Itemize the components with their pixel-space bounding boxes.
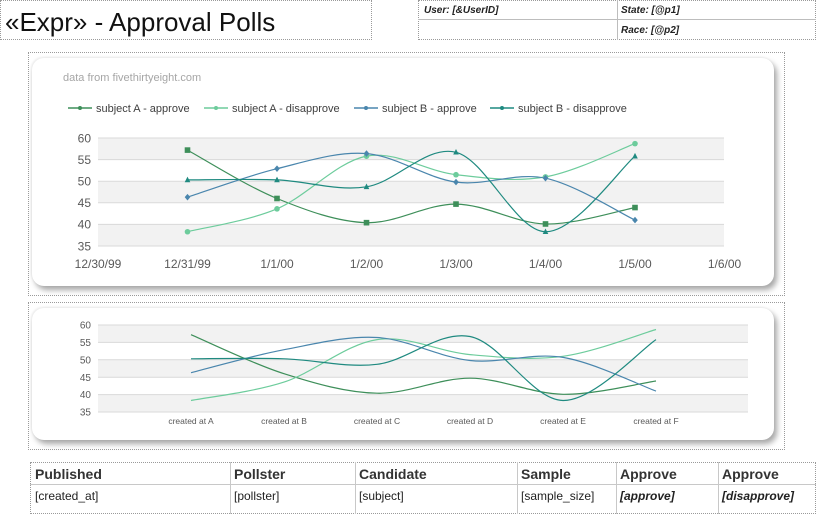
chart1-frame <box>28 52 785 296</box>
header-divider <box>617 0 618 40</box>
table-col-divider <box>355 462 356 514</box>
table-header-divider <box>30 484 816 485</box>
race-field[interactable]: Race: [@p2] <box>621 25 680 36</box>
table-col-divider <box>517 462 518 514</box>
cell-disapprove[interactable]: [disapprove] <box>722 489 795 503</box>
table-col-divider <box>230 462 231 514</box>
column-header-approve[interactable]: Approve <box>620 466 677 482</box>
cell-created-at[interactable]: [created_at] <box>35 489 99 503</box>
column-header-candidate[interactable]: Candidate <box>359 466 427 482</box>
chart2-frame <box>28 302 785 450</box>
chart2-card[interactable] <box>32 308 774 440</box>
column-header-pollster[interactable]: Pollster <box>234 466 286 482</box>
chart1-card[interactable] <box>32 58 774 286</box>
title-box: «Expr» - Approval Polls <box>0 0 372 40</box>
report-title: «Expr» - Approval Polls <box>5 7 276 37</box>
column-header-sample[interactable]: Sample <box>521 466 571 482</box>
cell-pollster[interactable]: [pollster] <box>234 489 280 503</box>
table-col-divider <box>718 462 719 514</box>
cell-sample-size[interactable]: [sample_size] <box>521 489 595 503</box>
state-field[interactable]: State: [@p1] <box>621 5 680 16</box>
cell-subject[interactable]: [subject] <box>359 489 404 503</box>
column-header-published[interactable]: Published <box>35 466 102 482</box>
column-header-disapprove[interactable]: Approve <box>722 466 779 482</box>
cell-approve[interactable]: [approve] <box>620 489 675 503</box>
table-col-divider <box>616 462 617 514</box>
user-field[interactable]: User: [&UserID] <box>424 5 499 16</box>
